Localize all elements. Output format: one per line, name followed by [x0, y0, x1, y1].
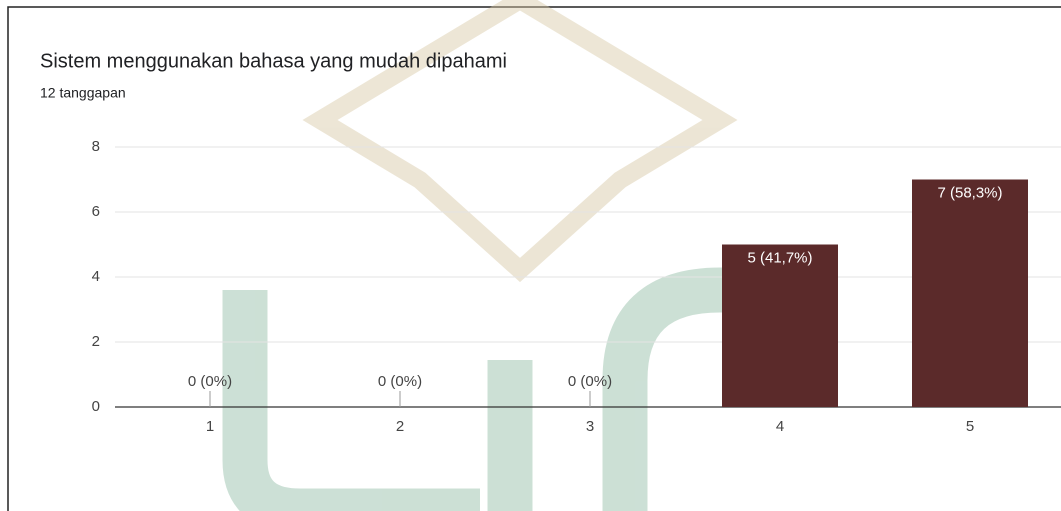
value-label: 0 (0%): [378, 373, 422, 390]
value-label: 5 (41,7%): [747, 249, 812, 266]
bar: [722, 244, 838, 407]
x-tick-label: 3: [586, 418, 594, 435]
value-label: 0 (0%): [188, 373, 232, 390]
y-tick-label: 6: [92, 203, 100, 220]
chart-title: Sistem menggunakan bahasa yang mudah dip…: [40, 50, 507, 72]
y-tick-label: 4: [92, 268, 100, 285]
x-tick-label: 1: [206, 418, 214, 435]
x-tick-label: 4: [776, 418, 784, 435]
bar: [912, 179, 1028, 407]
frame: [7, 6, 1061, 511]
y-tick-label: 2: [92, 333, 100, 350]
x-tick-label: 2: [396, 418, 404, 435]
x-tick-label: 5: [966, 418, 974, 435]
y-tick-label: 0: [92, 398, 100, 415]
value-label: 0 (0%): [568, 373, 612, 390]
chart-subtitle: 12 tanggapan: [40, 85, 126, 101]
value-label: 7 (58,3%): [937, 184, 1002, 201]
y-tick-label: 8: [92, 138, 100, 155]
